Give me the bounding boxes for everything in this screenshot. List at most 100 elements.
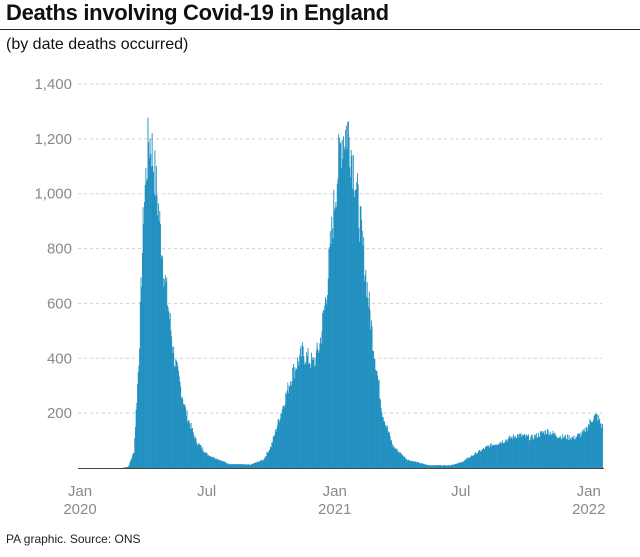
- bar: [460, 462, 461, 468]
- bar: [450, 464, 452, 468]
- bar: [345, 125, 347, 468]
- bar: [377, 381, 379, 468]
- bar: [497, 444, 499, 468]
- bar: [167, 305, 168, 468]
- bar: [592, 421, 594, 468]
- bar: [471, 455, 473, 468]
- bar: [543, 430, 545, 468]
- bar: [530, 436, 532, 468]
- bar: [126, 466, 128, 468]
- bar: [402, 456, 404, 468]
- bar: [213, 456, 215, 468]
- bar: [304, 362, 306, 468]
- bar: [405, 458, 406, 468]
- bar: [518, 437, 520, 468]
- bar: [344, 150, 346, 468]
- bar: [465, 459, 467, 468]
- bar: [136, 403, 138, 468]
- bar: [162, 278, 164, 468]
- bar: [579, 437, 581, 468]
- bar: [487, 445, 489, 468]
- bar: [370, 329, 372, 468]
- bar: [482, 449, 484, 468]
- bar: [492, 444, 494, 468]
- bar: [439, 465, 441, 468]
- bar: [457, 463, 459, 468]
- bar: [217, 459, 219, 468]
- bar: [336, 184, 338, 468]
- bar: [329, 231, 331, 468]
- bar: [166, 277, 168, 468]
- bar: [134, 427, 136, 468]
- bar: [349, 167, 351, 468]
- bar: [444, 465, 445, 468]
- bar: [365, 269, 367, 468]
- bar: [193, 434, 195, 468]
- bar: [450, 465, 452, 468]
- bar: [205, 452, 207, 468]
- bar: [308, 362, 310, 468]
- bar: [141, 252, 143, 468]
- bar: [261, 460, 263, 468]
- bar: [295, 368, 297, 468]
- bar: [332, 238, 334, 468]
- bar: [476, 453, 478, 468]
- bar: [430, 465, 432, 468]
- bar: [521, 435, 523, 468]
- bar: [399, 453, 401, 468]
- bar: [251, 463, 253, 468]
- bar: [154, 150, 156, 469]
- bar: [482, 448, 484, 468]
- bar: [289, 386, 291, 468]
- bar: [256, 461, 258, 468]
- bar: [466, 457, 468, 468]
- bar: [560, 439, 562, 468]
- bar: [547, 430, 549, 468]
- bar: [359, 206, 361, 468]
- bar: [272, 442, 273, 468]
- bar: [169, 318, 170, 468]
- bar: [464, 459, 466, 468]
- bar: [281, 409, 283, 468]
- bar: [478, 450, 480, 468]
- bar: [292, 367, 294, 468]
- bar: [295, 371, 296, 468]
- bar: [379, 399, 381, 468]
- bar: [426, 464, 428, 468]
- bar: [323, 310, 325, 468]
- bar: [534, 437, 536, 468]
- bar: [241, 464, 243, 468]
- bar: [439, 465, 441, 468]
- bar: [503, 442, 505, 468]
- bar: [386, 427, 388, 468]
- bar: [266, 452, 268, 468]
- bar: [507, 441, 509, 468]
- bar: [164, 275, 166, 468]
- bar: [243, 464, 245, 468]
- bar: [181, 396, 183, 468]
- bar: [238, 464, 240, 468]
- bar: [461, 461, 463, 468]
- bar: [499, 442, 501, 468]
- bar: [129, 462, 131, 468]
- bar: [537, 432, 539, 468]
- bar: [390, 440, 392, 468]
- bar: [519, 433, 521, 468]
- y-tick-label: 800: [47, 241, 72, 258]
- bar: [164, 279, 166, 468]
- bar: [263, 459, 265, 468]
- bar: [429, 465, 431, 468]
- bar: [588, 425, 590, 468]
- bar: [139, 301, 141, 468]
- bar: [201, 446, 203, 468]
- bar: [568, 435, 570, 468]
- bar: [141, 286, 143, 468]
- bar: [196, 442, 198, 468]
- bar: [374, 359, 376, 468]
- bar: [191, 429, 193, 468]
- bar: [130, 460, 132, 468]
- bar: [267, 452, 269, 468]
- bar: [379, 398, 381, 468]
- bar: [244, 464, 246, 468]
- bar: [273, 436, 275, 468]
